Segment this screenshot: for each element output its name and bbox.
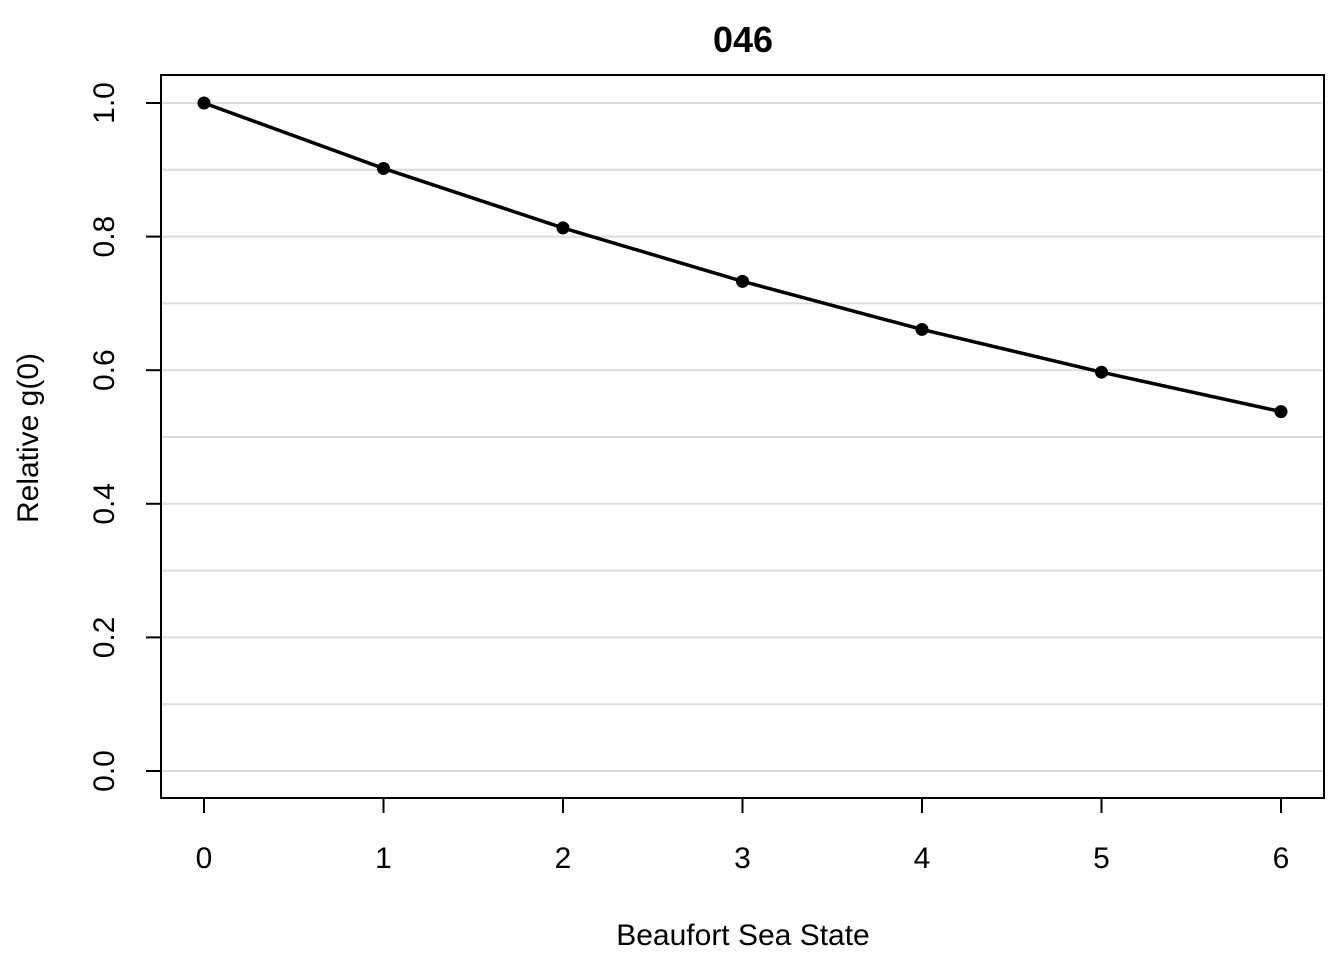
x-tick-label: 5 <box>1093 842 1110 875</box>
data-point <box>736 274 749 288</box>
grid-lines <box>161 102 1324 772</box>
data-point <box>197 96 211 110</box>
y-axis-label: Relative g(0) <box>12 353 45 523</box>
y-tick-label: 0.0 <box>88 750 121 792</box>
x-tick-label: 0 <box>196 842 213 875</box>
y-tick-label: 1.0 <box>88 82 121 124</box>
data-point <box>1095 365 1108 379</box>
data-point <box>377 161 390 175</box>
y-tick-label: 0.6 <box>88 349 121 391</box>
y-tick-label: 0.4 <box>88 483 121 525</box>
y-axis: 0.0 0.2 0.4 0.6 0.8 1.0 <box>88 82 161 792</box>
x-tick-label: 2 <box>555 842 572 875</box>
data-point <box>1274 405 1288 419</box>
y-tick-label: 0.2 <box>88 617 121 659</box>
x-tick-label: 1 <box>375 842 392 875</box>
x-tick-label: 6 <box>1273 842 1290 875</box>
y-tick-label: 0.8 <box>88 216 121 258</box>
data-point <box>556 221 570 235</box>
x-axis: 0 1 2 3 4 5 6 <box>196 798 1290 875</box>
x-tick-label: 4 <box>914 842 931 875</box>
chart-title: 046 <box>713 19 773 60</box>
series-line <box>203 101 1282 414</box>
series-layer <box>197 96 1288 419</box>
x-tick-label: 3 <box>734 842 751 875</box>
data-point <box>915 322 929 336</box>
x-axis-label: Beaufort Sea State <box>616 919 870 952</box>
